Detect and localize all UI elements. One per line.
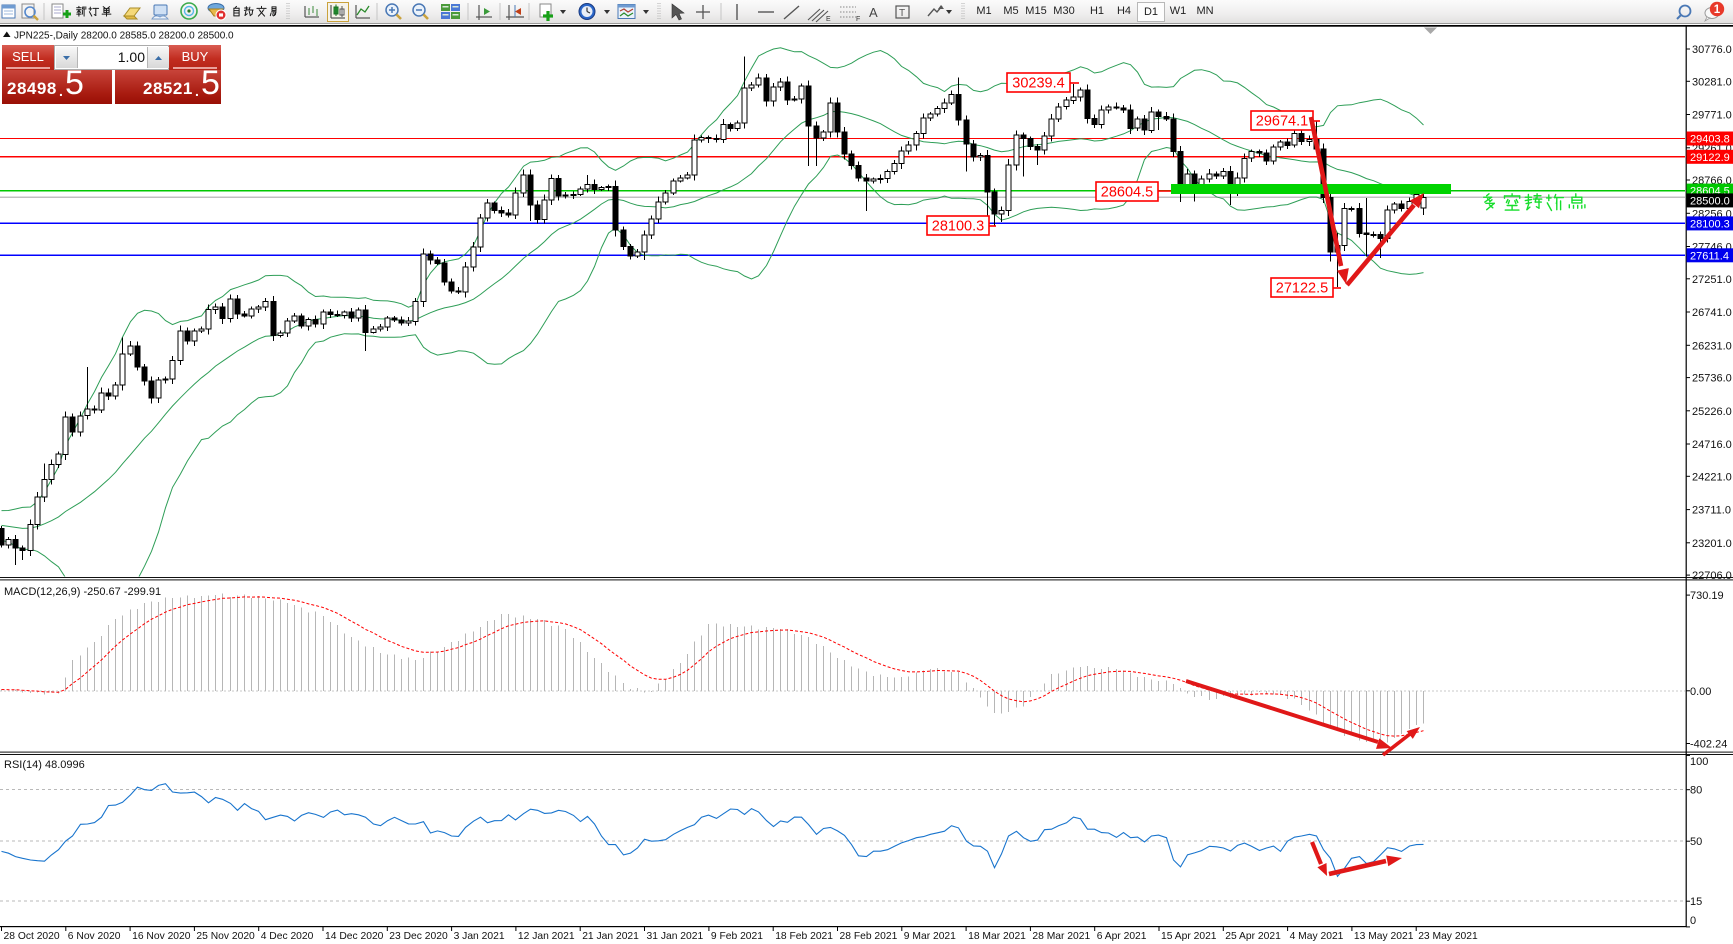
svg-text:30281.0: 30281.0	[1692, 76, 1732, 88]
svg-text:31 Jan 2021: 31 Jan 2021	[647, 931, 704, 942]
svg-text:JPN225-,Daily 28200.0 28585.0: JPN225-,Daily 28200.0 28585.0 28200.0 28…	[14, 31, 234, 42]
svg-text:18 Feb 2021: 18 Feb 2021	[775, 931, 833, 942]
svg-text:23 May 2021: 23 May 2021	[1418, 931, 1478, 942]
svg-text:21 Jan 2021: 21 Jan 2021	[582, 931, 639, 942]
svg-text:15 Apr 2021: 15 Apr 2021	[1161, 931, 1217, 942]
svg-text:26231.0: 26231.0	[1692, 340, 1732, 352]
svg-text:9 Mar 2021: 9 Mar 2021	[904, 931, 956, 942]
svg-text:29674.1: 29674.1	[1256, 114, 1308, 130]
svg-text:4 May 2021: 4 May 2021	[1290, 931, 1344, 942]
svg-text:30239.4: 30239.4	[1012, 76, 1064, 92]
svg-text:27611.4: 27611.4	[1690, 250, 1729, 262]
svg-text:T: T	[899, 8, 905, 19]
svg-text:A: A	[869, 5, 878, 20]
svg-text:28 Mar 2021: 28 Mar 2021	[1032, 931, 1090, 942]
svg-text:25736.0: 25736.0	[1692, 373, 1732, 385]
svg-text:28 Feb 2021: 28 Feb 2021	[840, 931, 898, 942]
svg-text:23201.0: 23201.0	[1692, 538, 1732, 550]
svg-text:24716.0: 24716.0	[1692, 439, 1732, 451]
svg-text:28604.5: 28604.5	[1101, 185, 1153, 201]
svg-text:50: 50	[1690, 836, 1702, 848]
svg-text:27122.5: 27122.5	[1276, 281, 1328, 297]
svg-text:23711.0: 23711.0	[1692, 505, 1731, 517]
svg-text:23 Dec 2020: 23 Dec 2020	[389, 931, 448, 942]
svg-text:RSI(14) 48.0996: RSI(14) 48.0996	[4, 759, 85, 771]
svg-text:24221.0: 24221.0	[1692, 471, 1732, 483]
svg-text:80: 80	[1690, 785, 1702, 797]
svg-text:0.00: 0.00	[1690, 686, 1711, 698]
svg-text:100: 100	[1690, 756, 1708, 768]
svg-text:3 Jan 2021: 3 Jan 2021	[454, 931, 505, 942]
svg-text:12 Jan 2021: 12 Jan 2021	[518, 931, 575, 942]
svg-text:28500.0: 28500.0	[1690, 195, 1730, 207]
svg-text:6 Nov 2020: 6 Nov 2020	[68, 931, 121, 942]
svg-text:16 Nov 2020: 16 Nov 2020	[132, 931, 191, 942]
svg-text:F: F	[856, 16, 860, 23]
svg-text:14 Dec 2020: 14 Dec 2020	[325, 931, 384, 942]
svg-text:1: 1	[1714, 4, 1721, 16]
svg-text:MACD(12,26,9) -250.67 -299.91: MACD(12,26,9) -250.67 -299.91	[4, 586, 161, 598]
svg-text:28100.3: 28100.3	[1690, 218, 1730, 230]
svg-text:9 Feb 2021: 9 Feb 2021	[711, 931, 763, 942]
svg-text:26741.0: 26741.0	[1692, 307, 1732, 319]
svg-text:730.19: 730.19	[1690, 590, 1724, 602]
svg-text:-402.24: -402.24	[1690, 739, 1727, 751]
svg-text:29403.8: 29403.8	[1690, 134, 1730, 146]
svg-text:30776.0: 30776.0	[1692, 44, 1732, 56]
svg-text:6 Apr 2021: 6 Apr 2021	[1097, 931, 1147, 942]
svg-text:22706.0: 22706.0	[1692, 570, 1732, 582]
svg-text:29771.0: 29771.0	[1692, 110, 1732, 122]
svg-text:28 Oct 2020: 28 Oct 2020	[4, 931, 60, 942]
svg-text:E: E	[826, 16, 831, 23]
svg-text:15: 15	[1690, 896, 1702, 908]
svg-text:25226.0: 25226.0	[1692, 406, 1732, 418]
svg-text:25 Nov 2020: 25 Nov 2020	[196, 931, 255, 942]
svg-text:25 Apr 2021: 25 Apr 2021	[1225, 931, 1281, 942]
svg-text:29122.9: 29122.9	[1690, 152, 1730, 164]
svg-text:18 Mar 2021: 18 Mar 2021	[968, 931, 1026, 942]
svg-text:28100.3: 28100.3	[932, 219, 984, 235]
svg-text:4 Dec 2020: 4 Dec 2020	[261, 931, 314, 942]
svg-text:0: 0	[1690, 915, 1696, 927]
svg-text:27251.0: 27251.0	[1692, 274, 1732, 286]
svg-text:13 May 2021: 13 May 2021	[1354, 931, 1414, 942]
